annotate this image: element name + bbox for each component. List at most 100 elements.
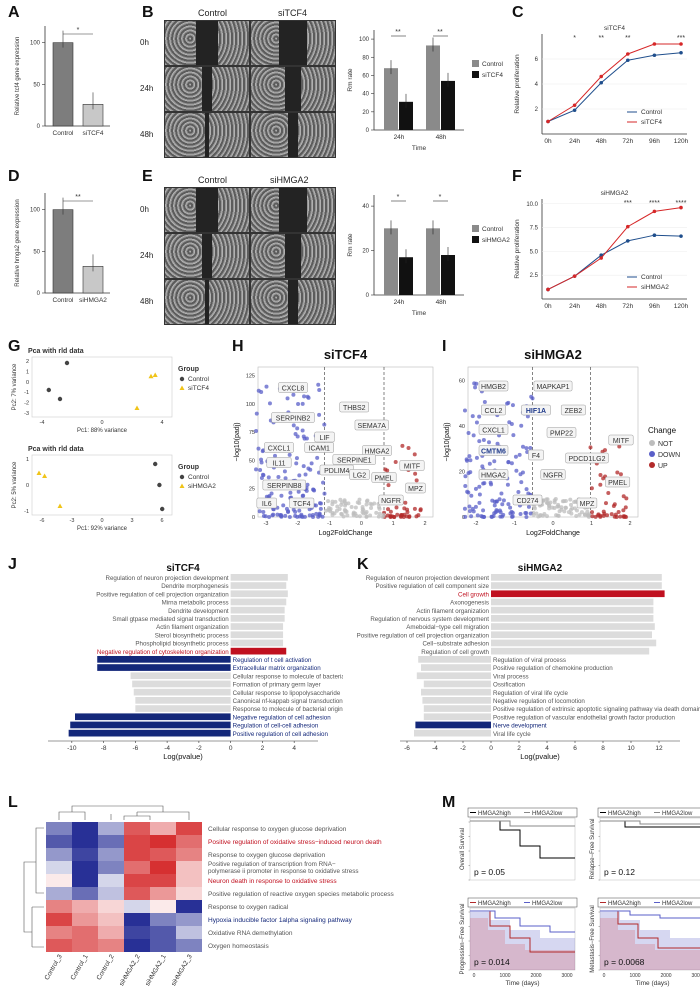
heatmap-cell xyxy=(98,835,124,848)
gene-point xyxy=(574,508,579,513)
gene-point xyxy=(353,505,358,510)
go-bar xyxy=(230,623,284,630)
gene-label-box xyxy=(565,452,609,464)
x-tick-label: 3 xyxy=(130,518,133,524)
gene-point xyxy=(585,509,590,514)
gene-point xyxy=(342,499,347,504)
legend-label-high: HMGA2high xyxy=(608,901,641,907)
pca-frame xyxy=(31,454,173,516)
gene-point xyxy=(304,436,309,441)
gene-point xyxy=(494,499,499,504)
y-tick-label: 60 xyxy=(459,379,465,385)
gene-point xyxy=(520,444,525,449)
gene-point xyxy=(283,476,288,481)
gene-point xyxy=(317,387,322,392)
gene-point xyxy=(603,501,608,506)
sig-marker: * xyxy=(77,27,80,34)
point-siTCF4 xyxy=(599,74,603,79)
heatmap-cell xyxy=(98,874,124,887)
gene-label-TCF4: TCF4 xyxy=(293,501,311,508)
gene-point xyxy=(281,503,286,508)
gene-point xyxy=(513,454,518,459)
gene-point xyxy=(256,446,261,451)
legend-triangle xyxy=(179,385,185,390)
y-tick-label: 1 xyxy=(26,457,29,463)
gene-point xyxy=(593,514,598,519)
gene-label-box xyxy=(262,479,306,491)
gene-point xyxy=(322,491,327,496)
bar-Control xyxy=(52,42,74,127)
gene-label-THBS2: THBS2 xyxy=(343,405,366,412)
gene-point xyxy=(477,484,482,489)
gene-label-box xyxy=(478,469,509,480)
gene-point xyxy=(586,513,591,518)
gene-point xyxy=(557,509,562,514)
micrograph-0h-0 xyxy=(164,187,250,233)
panel-j: siTCF4 Regulation of neuron projection de… xyxy=(8,560,364,785)
chart-title: siHMGA2 xyxy=(518,563,563,574)
gene-label-SERPINB8: SERPINB8 xyxy=(267,483,302,490)
y-tick-label: 50 xyxy=(33,82,40,88)
x-tick-label: 0h xyxy=(544,138,552,145)
x-tick-label: -6 xyxy=(132,745,138,752)
gene-point xyxy=(500,502,505,507)
panel-label-m: M xyxy=(442,794,456,811)
bar-chart-d: 0 50 100 Control siHMGA2 ** Relative hmga2 gen… xyxy=(15,193,110,304)
gene-point xyxy=(368,501,373,506)
gene-point xyxy=(357,514,362,519)
gene-point xyxy=(283,513,288,518)
go-term-label: Canonical nf-kappab signal transduction xyxy=(233,698,343,705)
y-tick-label: 100 xyxy=(30,41,41,47)
gene-point xyxy=(339,512,344,517)
y-tick-label: 2.5 xyxy=(530,273,539,279)
gene-point xyxy=(606,490,611,495)
survival-plots-m: HMGA2high HMGA2low p = 0.05 Overall Surviva… xyxy=(460,807,700,987)
legend-title: Change xyxy=(648,426,677,435)
go-term-label: Negative regulation of cytoskeleton orga… xyxy=(97,649,229,656)
gene-point xyxy=(462,408,467,413)
y-tick-label: 100 xyxy=(246,402,255,408)
x-tick-label: 2000 xyxy=(530,973,541,979)
heatmap-l: Cellular response to oxygen glucose depr… xyxy=(23,805,394,987)
y-tick-label: 10.0 xyxy=(526,202,538,208)
y-axis-label: Relapse−Free Survival xyxy=(590,819,596,880)
gene-point xyxy=(393,460,398,465)
x-tick-label: siTCF4 xyxy=(83,130,104,137)
legend-swatch xyxy=(472,71,479,78)
heatmap-cell xyxy=(176,887,202,900)
go-bar xyxy=(135,705,231,712)
gene-label-SERPINB2: SERPINB2 xyxy=(276,416,311,423)
go-term-label: Ameboidal−type cell migration xyxy=(406,624,489,631)
bar-Control-24h xyxy=(384,228,398,295)
gene-point xyxy=(466,471,471,476)
go-term-label: Actin filament organization xyxy=(416,608,489,615)
gene-label-HMGA2: HMGA2 xyxy=(481,473,506,480)
gene-point xyxy=(333,499,338,504)
row-label-24h: 24h xyxy=(140,84,154,93)
y-tick-label: 50 xyxy=(249,458,255,464)
gene-point xyxy=(291,423,296,428)
gene-label-CD274: CD274 xyxy=(517,498,539,505)
col-label-sihmga2: siHMGA2 xyxy=(270,175,309,185)
gene-point xyxy=(360,507,365,512)
panel-b-images: Control siTCF4 0h 24h 48h xyxy=(140,8,340,158)
km-curve-high xyxy=(600,910,700,949)
gene-label-F4: F4 xyxy=(532,453,540,460)
gene-label-box xyxy=(478,445,509,456)
y-axis-label: Relative hmga2 gene expression xyxy=(15,199,21,286)
go-term-label: Regulation of cell-cell adhesion xyxy=(233,723,319,730)
volcano-title: siHMGA2 xyxy=(524,347,582,362)
go-term-label: Regulation of neuron projection developm… xyxy=(366,575,489,582)
y-tick-label: -1 xyxy=(24,509,29,515)
point-siHMGA2 xyxy=(599,256,603,260)
pca-point-control xyxy=(160,506,165,512)
gene-point xyxy=(499,491,504,496)
gene-point xyxy=(568,502,573,507)
gene-point xyxy=(258,467,263,472)
x-tick-label: 48h xyxy=(436,134,447,141)
heatmap-cell xyxy=(150,900,176,913)
gene-point xyxy=(300,401,305,406)
scratch-gap xyxy=(196,188,218,232)
gene-label-box xyxy=(560,404,586,416)
heatmap-cell xyxy=(176,913,202,926)
